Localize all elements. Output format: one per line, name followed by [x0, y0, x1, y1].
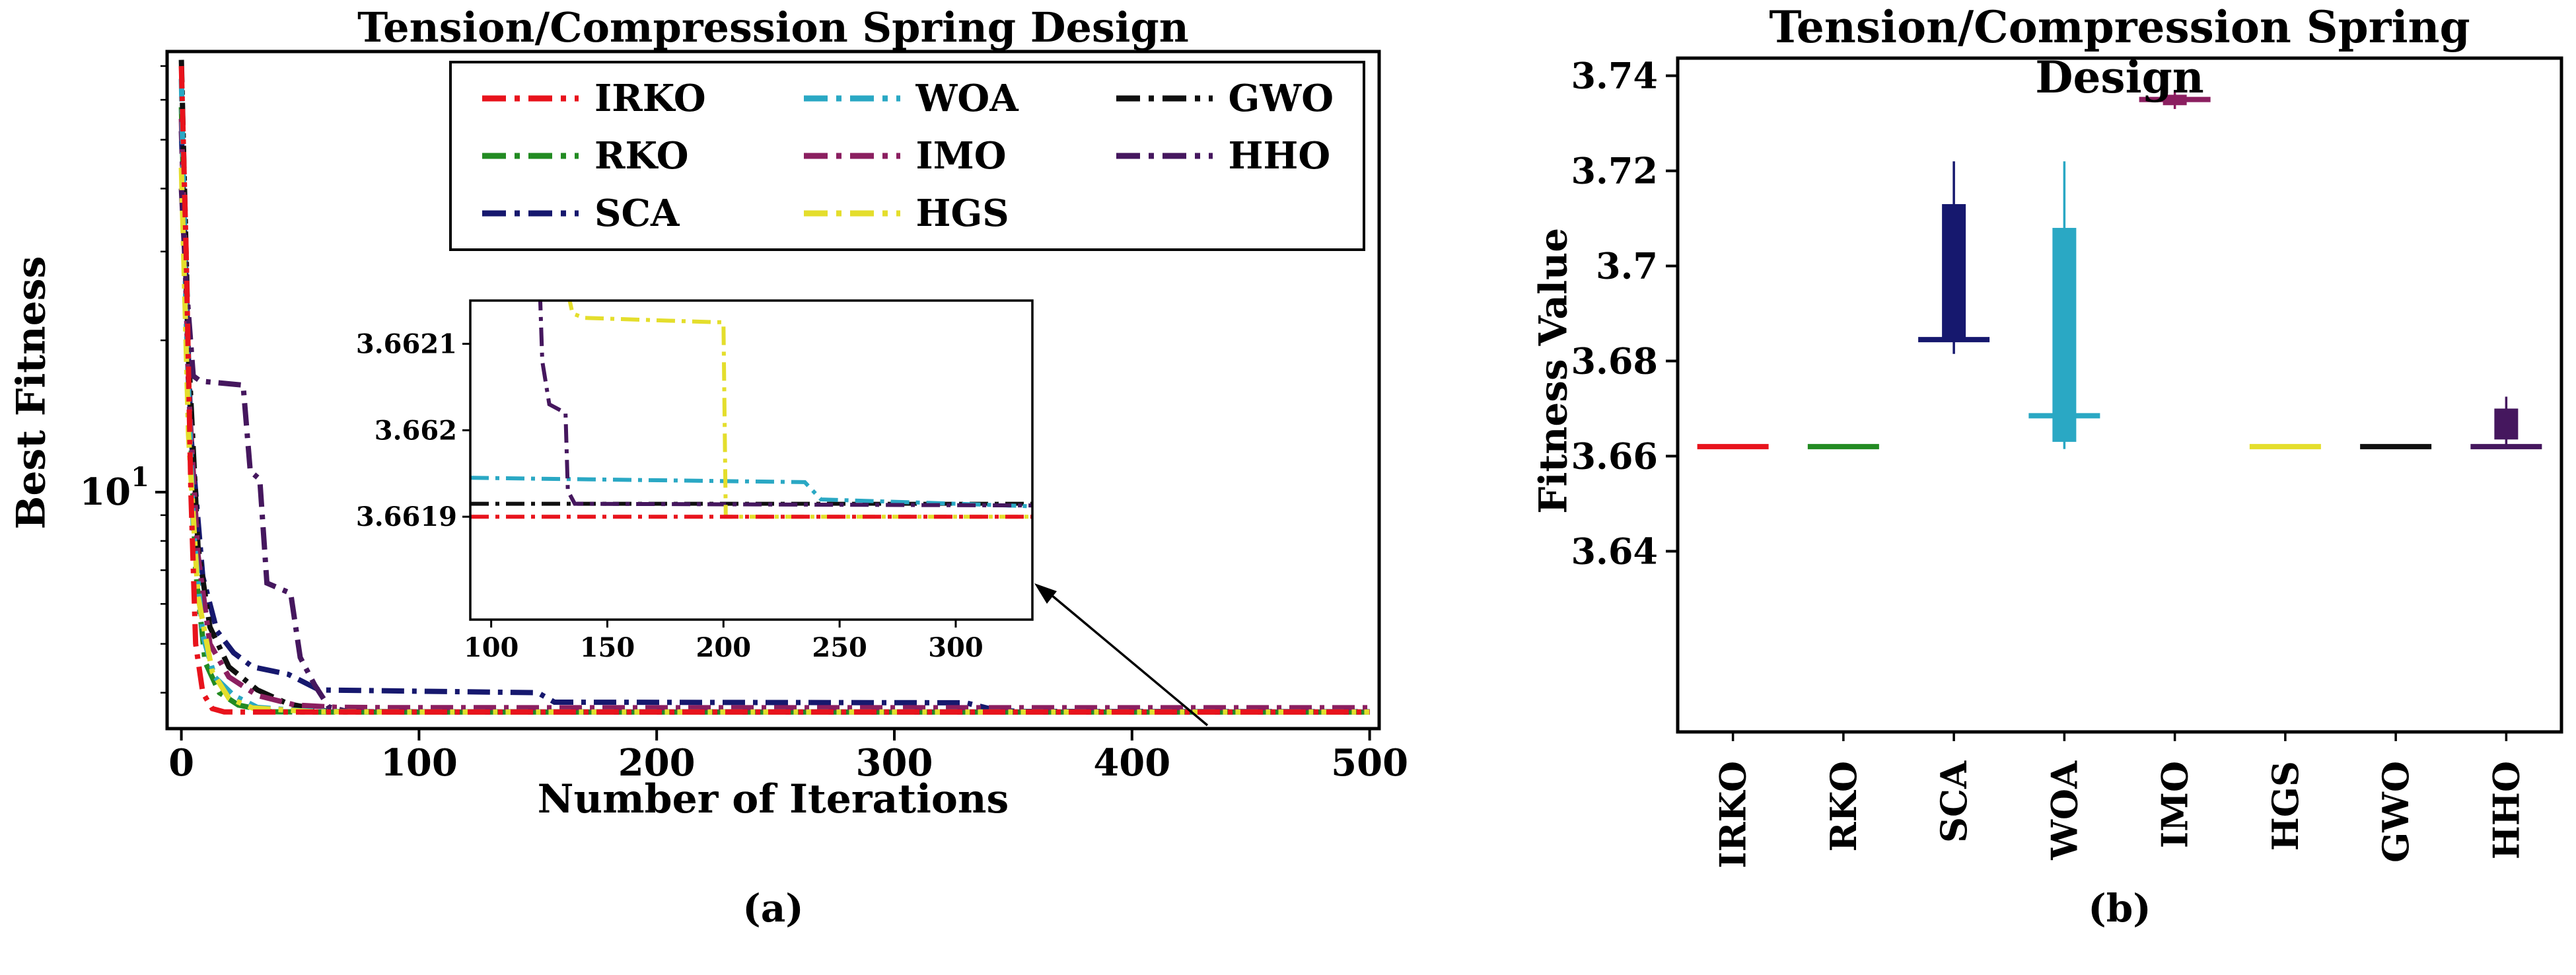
panel-a-series — [178, 59, 1370, 715]
legend-label: IRKO — [594, 77, 706, 121]
legend: IRKO RKO SCA WOA IMO HGS GWO HHO — [449, 61, 1365, 251]
panel-a-ylabel: Best Fitness — [8, 256, 55, 530]
xtick-label-a: 300 — [856, 741, 933, 785]
inset-ytick-label: 3.6619 — [356, 501, 457, 532]
legend-line-sample — [803, 151, 902, 161]
legend-entry-HGS: HGS — [803, 192, 1019, 235]
inset-xtick-label: 150 — [580, 632, 635, 663]
legend-entry-RKO: RKO — [481, 134, 706, 178]
legend-label: HGS — [915, 191, 1009, 235]
boxplot-category-label: SCA — [1933, 760, 1975, 843]
inset-xtick-label: 200 — [696, 632, 752, 663]
ytick-label-a: 101 — [79, 462, 149, 514]
plot-frame-b — [1676, 56, 2563, 734]
boxplot-category-label: HGS — [2264, 761, 2307, 851]
xtick-label-a: 500 — [1331, 741, 1408, 785]
legend-line-sample — [481, 151, 580, 161]
box-HHO — [2494, 408, 2519, 440]
ytick-label-b: 3.74 — [1571, 55, 1658, 97]
ytick-label-b: 3.72 — [1571, 150, 1658, 192]
zoom-arrow — [1050, 594, 1209, 727]
panel-b-title: Tension/Compression Spring Design — [1769, 1, 2470, 103]
legend-entry-WOA: WOA — [803, 77, 1019, 120]
inset-ytick-label: 3.662 — [375, 415, 457, 446]
ytick-label-b: 3.66 — [1571, 435, 1658, 477]
inset-series-line-HHO — [538, 301, 1032, 508]
inset-xtick-label: 300 — [928, 632, 984, 663]
series-line-HGS — [178, 167, 1370, 715]
inset-series — [470, 301, 1032, 519]
legend-label: IMO — [915, 133, 1007, 178]
legend-entry-SCA: SCA — [481, 192, 706, 235]
legend-line-sample — [1115, 151, 1214, 161]
boxplot-category-label: HHO — [2485, 761, 2527, 859]
panel-b-caption: (b) — [2088, 886, 2151, 931]
legend-label: WOA — [915, 77, 1019, 121]
legend-entry-HHO: HHO — [1115, 134, 1334, 178]
legend-label: GWO — [1228, 77, 1334, 121]
boxplot-category-label: RKO — [1822, 761, 1865, 851]
panel-a-caption: (a) — [742, 886, 804, 931]
legend-entry-IRKO: IRKO — [481, 77, 706, 120]
inset-xtick-label: 250 — [812, 632, 867, 663]
inset-series-line-WOA — [470, 476, 1032, 509]
xtick-label-a: 200 — [618, 741, 696, 785]
series-line-IRKO — [178, 65, 1370, 715]
boxplot-category-label: IRKO — [1712, 761, 1754, 869]
plot-frame-a — [165, 50, 1381, 731]
inset-xtick-label: 100 — [464, 632, 519, 663]
ytick-label-b: 3.64 — [1571, 530, 1658, 572]
legend-line-sample — [803, 93, 902, 104]
box-WOA — [2052, 227, 2077, 442]
xtick-label-a: 0 — [168, 741, 194, 785]
legend-entry-IMO: IMO — [803, 134, 1019, 178]
inset-background — [470, 301, 1032, 620]
legend-line-sample — [1115, 93, 1214, 104]
legend-line-sample — [803, 208, 902, 219]
panel-a-xlabel: Number of Iterations — [537, 776, 1009, 822]
ytick-label-b: 3.7 — [1596, 245, 1658, 287]
zoom-arrow-head — [1034, 583, 1057, 604]
xtick-label-a: 400 — [1093, 741, 1170, 785]
boxplot-category-label: WOA — [2043, 760, 2085, 861]
legend-label: RKO — [594, 133, 689, 178]
inset-frame — [469, 299, 1034, 621]
panel-a-title: Tension/Compression Spring Design — [357, 3, 1189, 52]
legend-label: SCA — [594, 191, 680, 235]
panel-b-ylabel: Fitness Value — [1530, 227, 1576, 514]
legend-label: HHO — [1228, 133, 1331, 178]
boxplot-category-label: IMO — [2154, 761, 2196, 848]
legend-line-sample — [481, 93, 580, 104]
box-SCA — [1942, 203, 1966, 342]
legend-line-sample — [481, 208, 580, 219]
inset-ytick-label: 3.6621 — [356, 328, 457, 359]
xtick-label-a: 100 — [380, 741, 458, 785]
boxplot-category-label: GWO — [2375, 761, 2417, 863]
legend-entry-GWO: GWO — [1115, 77, 1334, 120]
ytick-label-b: 3.68 — [1571, 340, 1658, 382]
